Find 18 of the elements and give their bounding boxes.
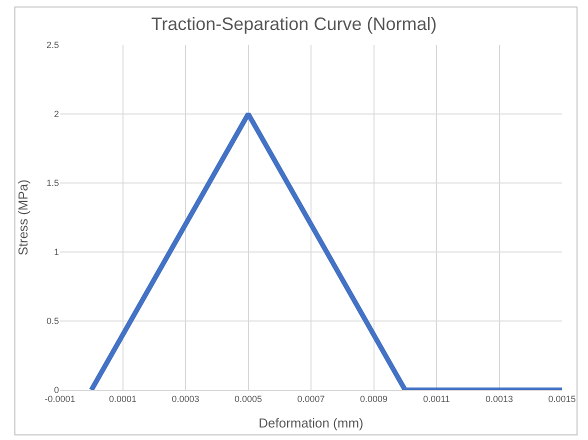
x-tick-label: 0.0009 [360,394,388,404]
y-tick-label: 2.5 [46,40,59,50]
x-tick-label: 0.0013 [485,394,514,404]
x-tick-label: 0.0011 [423,394,450,404]
x-tick-label: 0.0003 [172,394,200,404]
x-tick-label: -0.0001 [44,394,76,404]
x-tick-label: 0.0015 [548,394,576,404]
y-tick-label: 0.5 [46,316,59,326]
x-axis-title: Deformation (mm) [258,415,364,430]
y-tick-label: 0 [54,385,59,396]
x-tick-label: 0.0005 [234,394,262,404]
y-tick-label: 2 [54,109,59,120]
x-tick-label: 0.0007 [297,394,325,404]
y-tick-label: 1 [54,247,59,258]
chart-title: Traction-Separation Curve (Normal) [151,14,437,34]
y-tick-label: 1.5 [46,178,59,188]
y-axis-title: Stress (MPa) [15,180,30,256]
x-tick-label: 0.0001 [108,394,137,404]
